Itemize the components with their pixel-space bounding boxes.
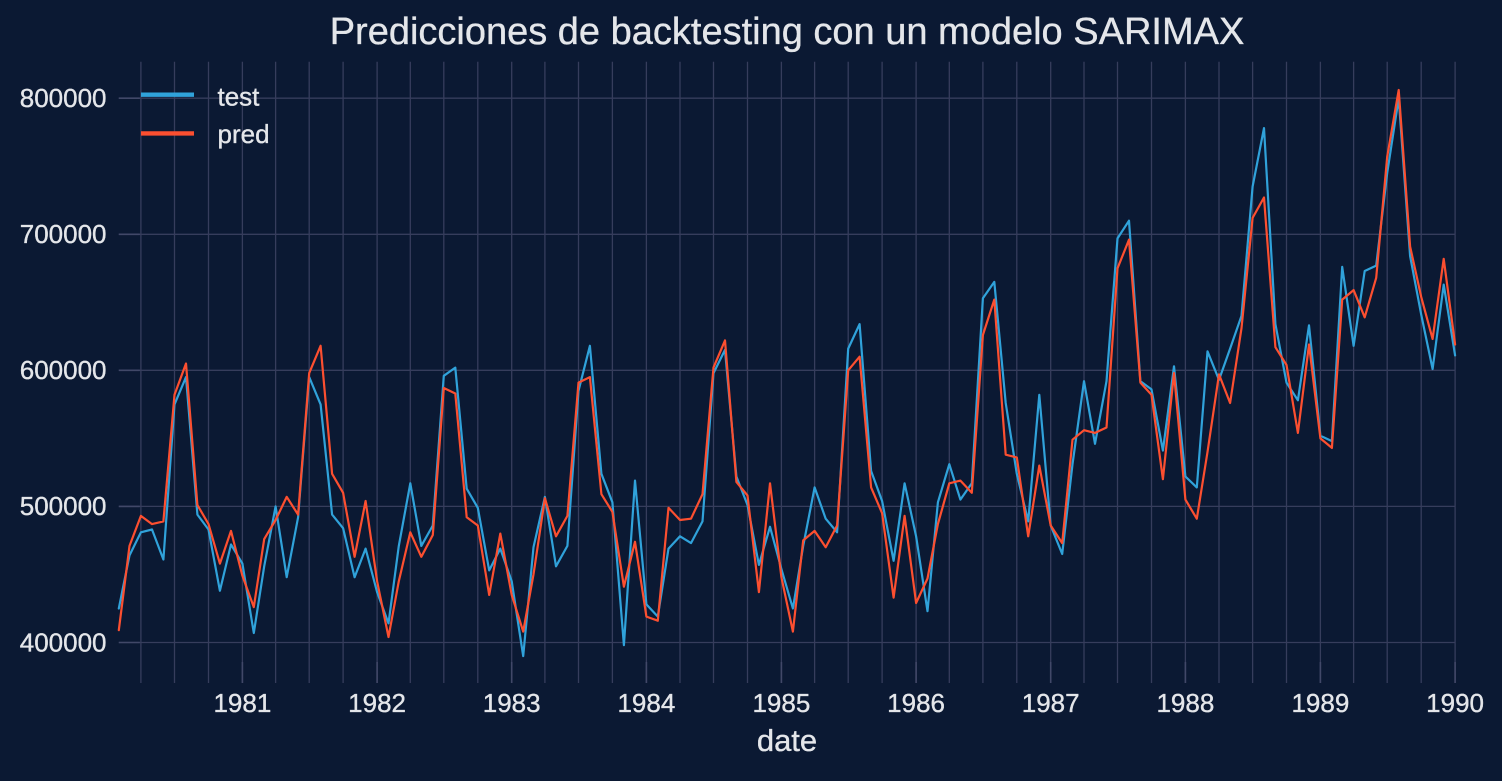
svg-text:1987: 1987 bbox=[1022, 688, 1080, 718]
svg-text:test: test bbox=[218, 81, 261, 111]
svg-text:1981: 1981 bbox=[213, 688, 271, 718]
svg-text:pred: pred bbox=[218, 119, 270, 149]
svg-text:1988: 1988 bbox=[1156, 688, 1214, 718]
svg-text:1985: 1985 bbox=[752, 688, 810, 718]
svg-text:date: date bbox=[757, 723, 817, 758]
svg-text:400000: 400000 bbox=[20, 627, 107, 657]
svg-text:600000: 600000 bbox=[20, 355, 107, 385]
svg-text:700000: 700000 bbox=[20, 219, 107, 249]
svg-text:1986: 1986 bbox=[887, 688, 945, 718]
svg-text:1982: 1982 bbox=[348, 688, 406, 718]
svg-text:1983: 1983 bbox=[483, 688, 541, 718]
svg-text:1989: 1989 bbox=[1291, 688, 1349, 718]
svg-text:800000: 800000 bbox=[20, 83, 107, 113]
svg-text:1984: 1984 bbox=[617, 688, 675, 718]
svg-text:500000: 500000 bbox=[20, 491, 107, 521]
svg-text:1990: 1990 bbox=[1426, 688, 1484, 718]
svg-text:Predicciones de backtesting co: Predicciones de backtesting con un model… bbox=[330, 11, 1245, 53]
